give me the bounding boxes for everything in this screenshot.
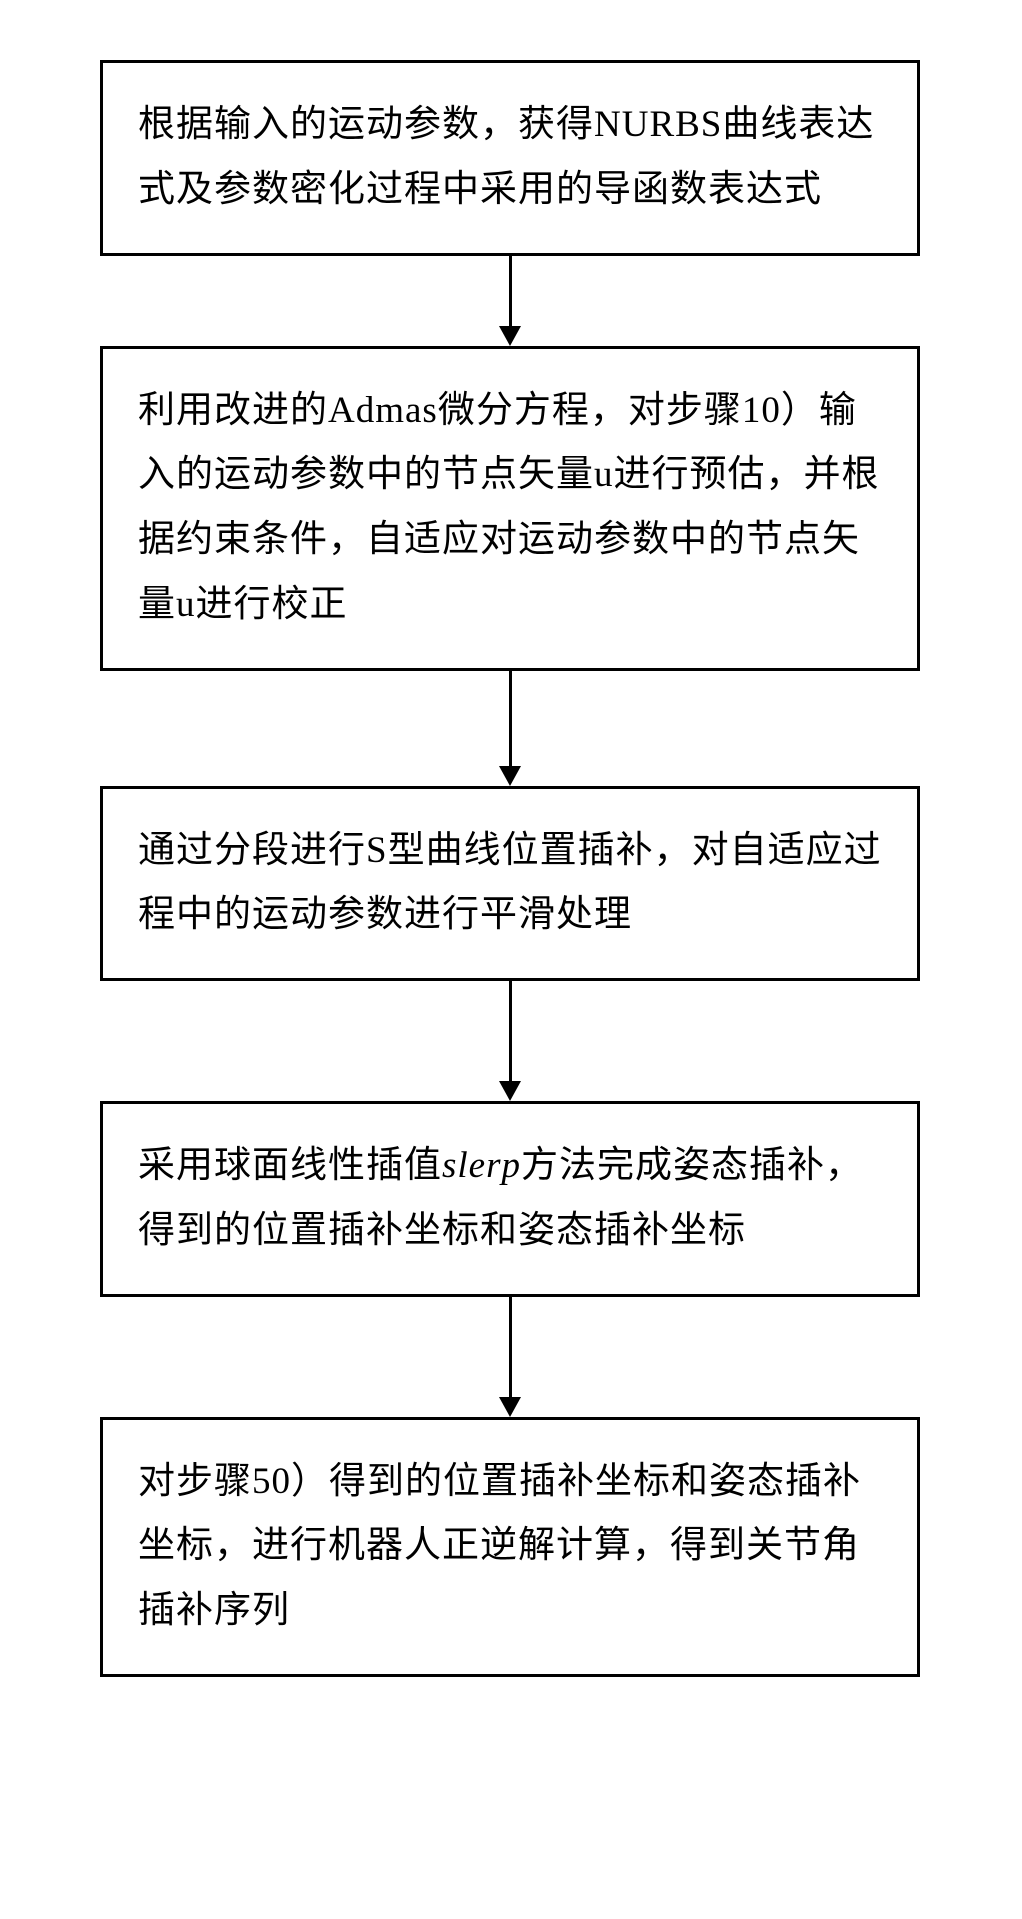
flowchart-step-5: 对步骤50）得到的位置插补坐标和姿态插补坐标，进行机器人正逆解计算，得到关节角插… xyxy=(100,1417,920,1677)
step-4-part-1: slerp xyxy=(442,1145,521,1186)
arrow-2-line xyxy=(509,671,512,766)
step-1-text: 根据输入的运动参数，获得NURBS曲线表达式及参数密化过程中采用的导函数表达式 xyxy=(138,93,882,223)
step-4-text: 采用球面线性插值slerp方法完成姿态插补，得到的位置插补坐标和姿态插补坐标 xyxy=(138,1134,882,1264)
step-2-text: 利用改进的Admas微分方程，对步骤10）输入的运动参数中的节点矢量u进行预估，… xyxy=(138,379,882,638)
step-3-text: 通过分段进行S型曲线位置插补，对自适应过程中的运动参数进行平滑处理 xyxy=(138,819,882,949)
arrow-2 xyxy=(100,671,920,786)
step-5-text: 对步骤50）得到的位置插补坐标和姿态插补坐标，进行机器人正逆解计算，得到关节角插… xyxy=(138,1450,882,1644)
arrow-3 xyxy=(100,981,920,1101)
arrow-1 xyxy=(100,256,920,346)
arrow-2-head xyxy=(499,766,521,786)
arrow-1-head xyxy=(499,326,521,346)
arrow-4 xyxy=(100,1297,920,1417)
flowchart-step-3: 通过分段进行S型曲线位置插补，对自适应过程中的运动参数进行平滑处理 xyxy=(100,786,920,982)
step-4-part-0: 采用球面线性插值 xyxy=(138,1145,442,1186)
flowchart-step-2: 利用改进的Admas微分方程，对步骤10）输入的运动参数中的节点矢量u进行预估，… xyxy=(100,346,920,671)
arrow-4-line xyxy=(509,1297,512,1397)
arrow-4-head xyxy=(499,1397,521,1417)
arrow-3-head xyxy=(499,1081,521,1101)
flowchart-step-1: 根据输入的运动参数，获得NURBS曲线表达式及参数密化过程中采用的导函数表达式 xyxy=(100,60,920,256)
flowchart-step-4: 采用球面线性插值slerp方法完成姿态插补，得到的位置插补坐标和姿态插补坐标 xyxy=(100,1101,920,1297)
arrow-3-line xyxy=(509,981,512,1081)
flowchart-container: 根据输入的运动参数，获得NURBS曲线表达式及参数密化过程中采用的导函数表达式 … xyxy=(100,60,920,1677)
arrow-1-line xyxy=(509,256,512,326)
